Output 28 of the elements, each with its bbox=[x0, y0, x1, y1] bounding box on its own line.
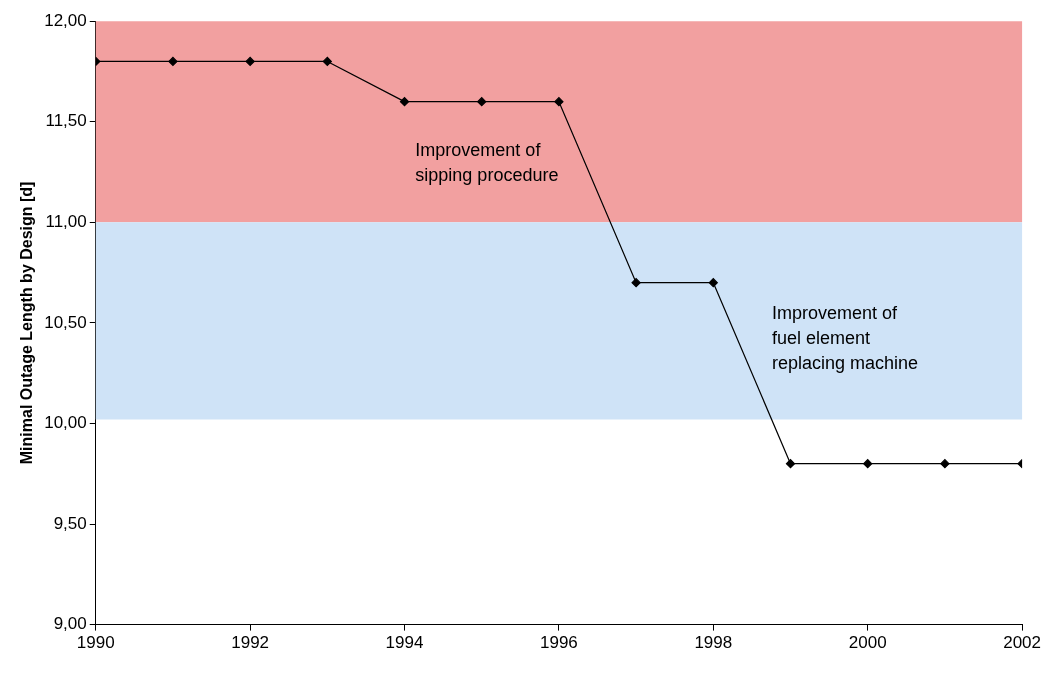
point bbox=[399, 97, 410, 107]
y-axis-title: Minimal Outage Length by Design [d] bbox=[18, 181, 36, 465]
x-tick-label: 2002 bbox=[1003, 633, 1041, 653]
x-tick-label: 1996 bbox=[540, 633, 578, 653]
y-tick-label: 11,00 bbox=[45, 212, 87, 232]
annotation: Improvement of fuel element replacing machine bbox=[771, 302, 919, 373]
x-tick-label: 1992 bbox=[231, 633, 270, 653]
y-tick-label: 11,50 bbox=[45, 111, 87, 131]
point bbox=[168, 56, 178, 67]
point bbox=[708, 278, 718, 288]
point bbox=[940, 459, 950, 469]
y-tick-label: 9,50 bbox=[53, 513, 87, 533]
point bbox=[322, 56, 332, 67]
y-tick-label: 9,00 bbox=[53, 614, 87, 634]
y-tick-label: 10,00 bbox=[44, 413, 87, 433]
point bbox=[785, 459, 796, 469]
x-tick-label: 2000 bbox=[848, 633, 887, 653]
point bbox=[477, 97, 487, 107]
y-tick-label: 12,00 bbox=[44, 10, 87, 30]
x-tick-label: 1998 bbox=[694, 633, 733, 653]
annotation: Improvement of sipping procedure bbox=[415, 139, 559, 185]
point bbox=[245, 56, 255, 67]
point bbox=[554, 97, 564, 107]
x-tick-label: 1990 bbox=[76, 633, 115, 653]
point bbox=[863, 459, 873, 469]
point bbox=[631, 278, 641, 288]
x-tick-label: 1994 bbox=[385, 633, 424, 653]
y-tick-label: 10,50 bbox=[44, 312, 87, 332]
